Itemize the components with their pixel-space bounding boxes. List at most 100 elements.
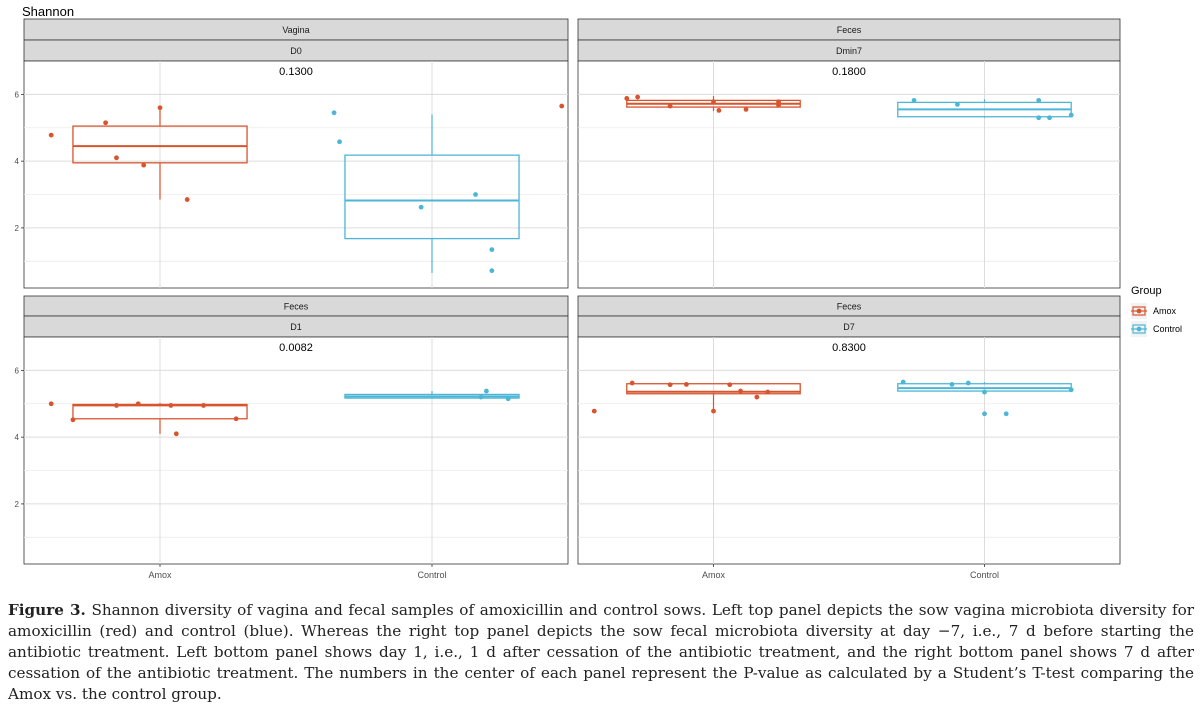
p-value-label: 0.0082 [279,342,313,354]
shannon-boxplot-figure: Shannon Vagina D0 2 4 6 0.1300 Feces Dmin7 0.180… [15,4,1182,580]
box-iqr [72,403,248,420]
data-point [331,110,337,116]
data-point [727,382,733,388]
data-point [776,99,781,105]
data-point [743,107,749,112]
y-tick-label: 2 [15,500,20,509]
box-amox [591,380,801,414]
box-iqr [626,383,801,395]
data-point [48,401,54,407]
panel-background [577,60,1121,289]
y-tick-label: 6 [15,366,20,375]
data-point [716,108,722,113]
strip-bottom-label: D7 [843,322,855,332]
data-point [505,396,511,402]
box-control [897,97,1074,121]
data-point [1047,115,1052,121]
y-tick-label: 2 [15,224,20,233]
data-point [1068,387,1074,393]
box-amox [48,401,248,437]
box-control [897,379,1074,417]
y-tick-label: 4 [15,433,20,442]
panel-background [23,60,569,289]
box-amox [48,105,248,202]
box-control [331,110,520,274]
data-point [141,162,147,168]
data-point [173,431,179,437]
legend-key-dot [1136,326,1142,332]
y-axis-title: Shannon [22,4,74,19]
data-point [711,99,716,105]
p-value-label: 0.1300 [279,66,313,78]
data-point [667,382,673,388]
p-value-label: 0.8300 [832,342,866,354]
data-point [635,94,641,100]
strip-bottom-label: D1 [290,322,302,332]
x-tick-label: Control [417,570,446,580]
strip-top-label: Vagina [282,25,309,35]
facet-panel: Feces Dmin7 0.1800 [559,18,1121,289]
data-point [114,155,119,161]
facet-panel: Vagina D0 2 4 6 0.1300 [15,18,569,289]
data-point [765,389,771,395]
caption-label: Figure 3. [8,601,86,619]
data-point [559,103,565,109]
data-point [337,139,342,145]
legend-entries: Amox Control [1131,303,1182,337]
legend: Group Amox Control [1131,285,1182,337]
strip-top-label: Feces [837,25,862,35]
strip-top-label: Feces [284,302,309,312]
data-point [114,403,119,408]
data-point [484,388,489,394]
caption-text: Shannon diversity of vagina and fecal sa… [8,601,1194,703]
data-point [48,132,54,138]
data-point [711,408,716,414]
data-point [629,380,635,386]
data-point [184,197,190,202]
p-value-label: 0.1800 [832,66,866,78]
data-point [900,379,906,385]
legend-entry-control: Control [1131,321,1182,337]
facet-panel: Feces D7 Amox Control 0.8300 [577,295,1121,580]
data-point [1036,97,1042,103]
data-point [949,382,955,387]
data-point [624,95,630,101]
data-point [965,380,971,386]
data-point [1003,411,1009,417]
legend-label: Control [1153,324,1182,334]
data-point [489,247,495,253]
data-point [754,394,760,400]
data-point [982,389,987,395]
figure-caption: Figure 3. Shannon diversity of vagina an… [8,600,1194,705]
strip-bottom-label: D0 [290,46,302,56]
data-point [135,401,141,407]
data-point [911,97,917,103]
data-point [418,204,424,210]
box-iqr [344,154,520,240]
y-tick-label: 6 [15,90,20,99]
box-amox [559,94,801,113]
data-point [955,101,960,107]
data-point [684,382,689,387]
strip-bottom-label: Dmin7 [836,46,862,56]
panel-background [23,336,569,565]
data-point [1036,115,1042,121]
data-point [738,388,743,394]
data-point [982,411,987,417]
data-point [489,268,495,274]
data-point [233,416,239,422]
legend-key-dot [1136,308,1142,314]
data-point [201,403,206,408]
data-point [70,417,76,423]
legend-entry-amox: Amox [1131,303,1177,319]
x-tick-label: Amox [148,570,172,580]
legend-title: Group [1131,285,1162,297]
strip-top-label: Feces [837,302,862,312]
facet-panels: Vagina D0 2 4 6 0.1300 Feces Dmin7 0.1800 Feces D1… [15,18,1121,580]
data-point [667,103,673,109]
data-point [478,394,484,400]
data-point [1068,112,1074,118]
legend-label: Amox [1153,306,1177,316]
data-point [591,408,597,414]
x-tick-label: Control [970,570,999,580]
